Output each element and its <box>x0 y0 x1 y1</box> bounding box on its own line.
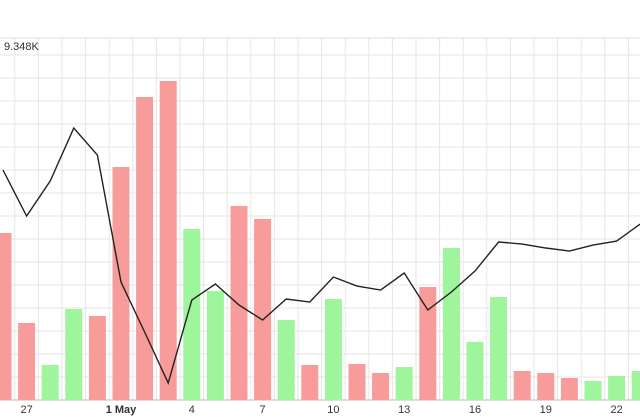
bar <box>537 373 555 400</box>
bar <box>41 364 59 400</box>
x-tick-label: 1 May <box>106 404 137 416</box>
bar <box>277 319 295 400</box>
bar <box>88 316 106 400</box>
x-tick-label: 13 <box>398 404 410 416</box>
bar <box>18 323 36 400</box>
bar <box>254 219 272 400</box>
x-tick-label: 27 <box>20 404 32 416</box>
bar <box>324 299 342 400</box>
bar <box>206 290 224 400</box>
bar <box>230 205 248 400</box>
bar <box>301 364 319 400</box>
bar <box>513 370 531 400</box>
bar <box>136 97 154 400</box>
bar <box>608 375 626 400</box>
bar <box>560 378 578 400</box>
y-tick-label: 9.348K <box>4 41 40 53</box>
bar <box>65 308 83 400</box>
bar <box>490 296 508 400</box>
bar <box>466 341 484 400</box>
x-tick-label: 7 <box>260 404 266 416</box>
x-tick-label: 4 <box>189 404 195 416</box>
bar <box>183 228 201 400</box>
price-line <box>2 126 640 386</box>
bar <box>442 248 460 400</box>
bar <box>419 287 437 400</box>
bar <box>584 380 602 400</box>
bar <box>348 363 366 400</box>
bar <box>631 370 640 400</box>
bar <box>395 367 413 400</box>
x-tick-label: 19 <box>540 404 552 416</box>
x-tick-label: 22 <box>610 404 622 416</box>
bar <box>159 81 177 401</box>
x-tick-label: 10 <box>327 404 339 416</box>
bar <box>372 373 390 400</box>
bar <box>0 233 12 400</box>
x-tick-label: 16 <box>469 404 481 416</box>
